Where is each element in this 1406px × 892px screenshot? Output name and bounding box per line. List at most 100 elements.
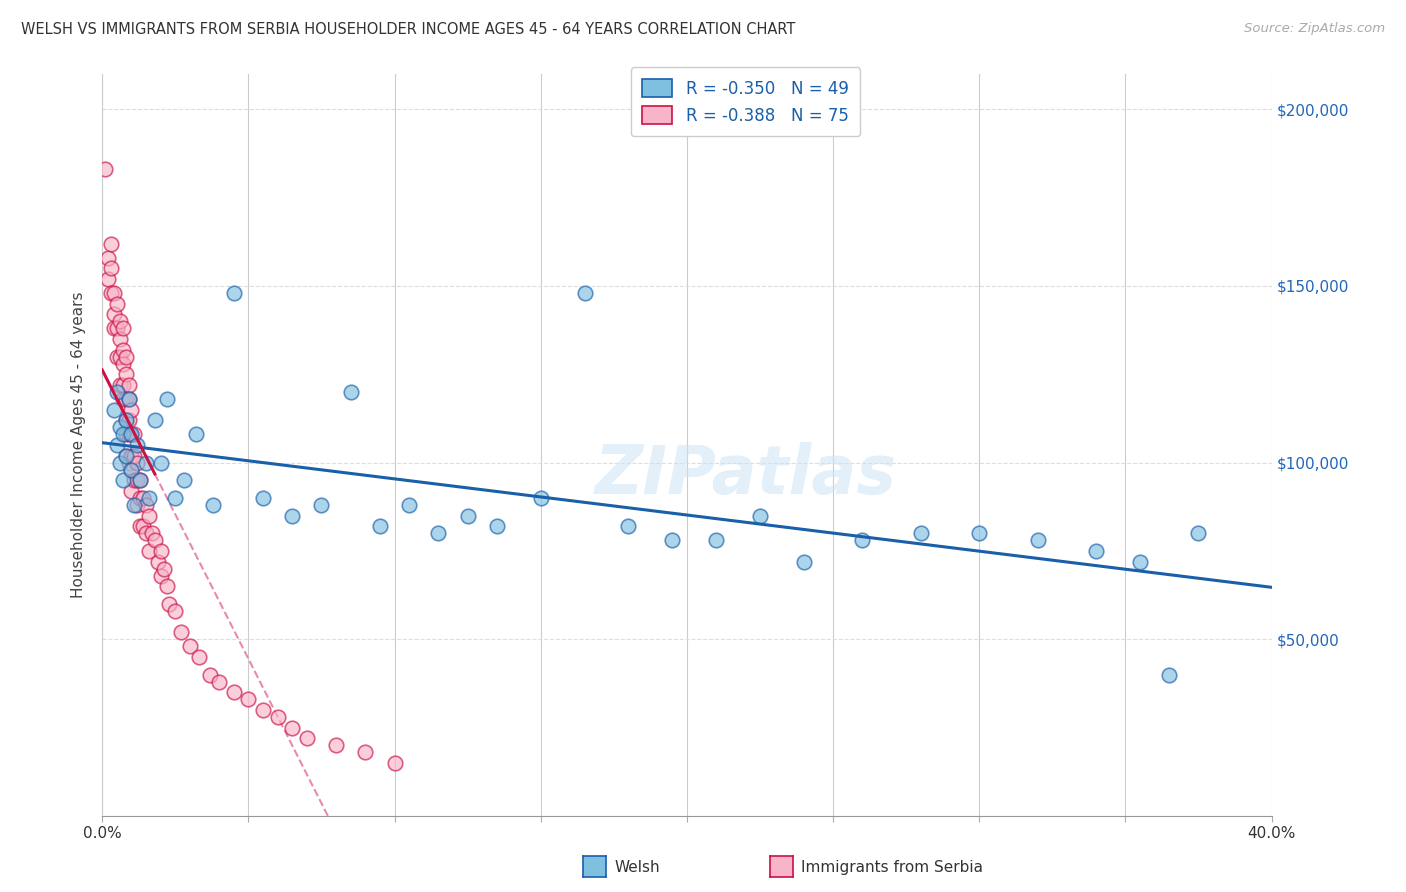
- Point: [384, 756, 406, 770]
- Point: [135, 456, 157, 470]
- Point: [100, 261, 122, 276]
- Point: [117, 456, 139, 470]
- Point: [114, 413, 136, 427]
- Point: [111, 473, 134, 487]
- Point: [127, 438, 149, 452]
- Point: [108, 420, 131, 434]
- Point: [325, 738, 347, 752]
- Point: [117, 427, 139, 442]
- Point: [252, 703, 274, 717]
- Point: [311, 498, 333, 512]
- Point: [793, 554, 815, 568]
- Point: [281, 508, 304, 523]
- Point: [149, 456, 172, 470]
- Point: [132, 491, 155, 505]
- Point: [100, 236, 122, 251]
- Point: [967, 526, 990, 541]
- Point: [1159, 667, 1181, 681]
- Text: Welsh: Welsh: [614, 861, 659, 875]
- Point: [295, 731, 318, 746]
- Point: [485, 519, 508, 533]
- Point: [165, 604, 187, 618]
- Point: [238, 692, 260, 706]
- Point: [910, 526, 932, 541]
- Point: [1187, 526, 1209, 541]
- Point: [1026, 533, 1049, 548]
- Point: [114, 413, 136, 427]
- Legend: R = -0.350   N = 49, R = -0.388   N = 75: R = -0.350 N = 49, R = -0.388 N = 75: [631, 68, 860, 136]
- Point: [129, 491, 152, 505]
- Point: [398, 498, 420, 512]
- Point: [105, 384, 128, 399]
- Point: [202, 498, 225, 512]
- Point: [354, 745, 377, 759]
- Point: [155, 579, 177, 593]
- Point: [100, 285, 122, 300]
- Point: [1085, 544, 1108, 558]
- Point: [97, 272, 120, 286]
- Point: [105, 296, 128, 310]
- Point: [135, 526, 157, 541]
- Text: Immigrants from Serbia: Immigrants from Serbia: [801, 861, 983, 875]
- Point: [368, 519, 391, 533]
- Point: [159, 597, 181, 611]
- Point: [114, 350, 136, 364]
- Point: [617, 519, 640, 533]
- Point: [124, 449, 146, 463]
- Point: [111, 321, 134, 335]
- Point: [108, 377, 131, 392]
- Point: [103, 307, 125, 321]
- Point: [114, 427, 136, 442]
- Point: [114, 449, 136, 463]
- Point: [105, 321, 128, 335]
- Point: [111, 343, 134, 357]
- Point: [138, 544, 160, 558]
- Point: [179, 640, 201, 654]
- Point: [208, 674, 231, 689]
- Point: [97, 251, 120, 265]
- Point: [120, 427, 142, 442]
- Point: [124, 498, 146, 512]
- Y-axis label: Householder Income Ages 45 - 64 years: Householder Income Ages 45 - 64 years: [72, 292, 86, 599]
- Point: [103, 321, 125, 335]
- Point: [108, 456, 131, 470]
- Point: [165, 491, 187, 505]
- Text: Source: ZipAtlas.com: Source: ZipAtlas.com: [1244, 22, 1385, 36]
- Point: [138, 491, 160, 505]
- Point: [124, 473, 146, 487]
- Point: [120, 427, 142, 442]
- Point: [749, 508, 772, 523]
- Point: [108, 332, 131, 346]
- Point: [111, 392, 134, 406]
- Point: [120, 402, 142, 417]
- Point: [143, 413, 166, 427]
- Point: [222, 285, 245, 300]
- Point: [149, 568, 172, 582]
- Point: [704, 533, 727, 548]
- Point: [129, 519, 152, 533]
- Point: [138, 508, 160, 523]
- Point: [339, 384, 361, 399]
- Point: [114, 368, 136, 382]
- Point: [127, 473, 149, 487]
- Point: [184, 427, 207, 442]
- Point: [103, 285, 125, 300]
- Point: [114, 449, 136, 463]
- Point: [94, 162, 117, 177]
- Point: [149, 544, 172, 558]
- Point: [108, 350, 131, 364]
- Point: [127, 498, 149, 512]
- Point: [574, 285, 596, 300]
- Point: [427, 526, 450, 541]
- Point: [281, 721, 304, 735]
- Point: [187, 649, 209, 664]
- Point: [141, 526, 163, 541]
- Point: [155, 392, 177, 406]
- Point: [105, 438, 128, 452]
- Point: [457, 508, 479, 523]
- Point: [129, 473, 152, 487]
- Point: [111, 377, 134, 392]
- Point: [120, 449, 142, 463]
- Point: [117, 392, 139, 406]
- Point: [222, 685, 245, 699]
